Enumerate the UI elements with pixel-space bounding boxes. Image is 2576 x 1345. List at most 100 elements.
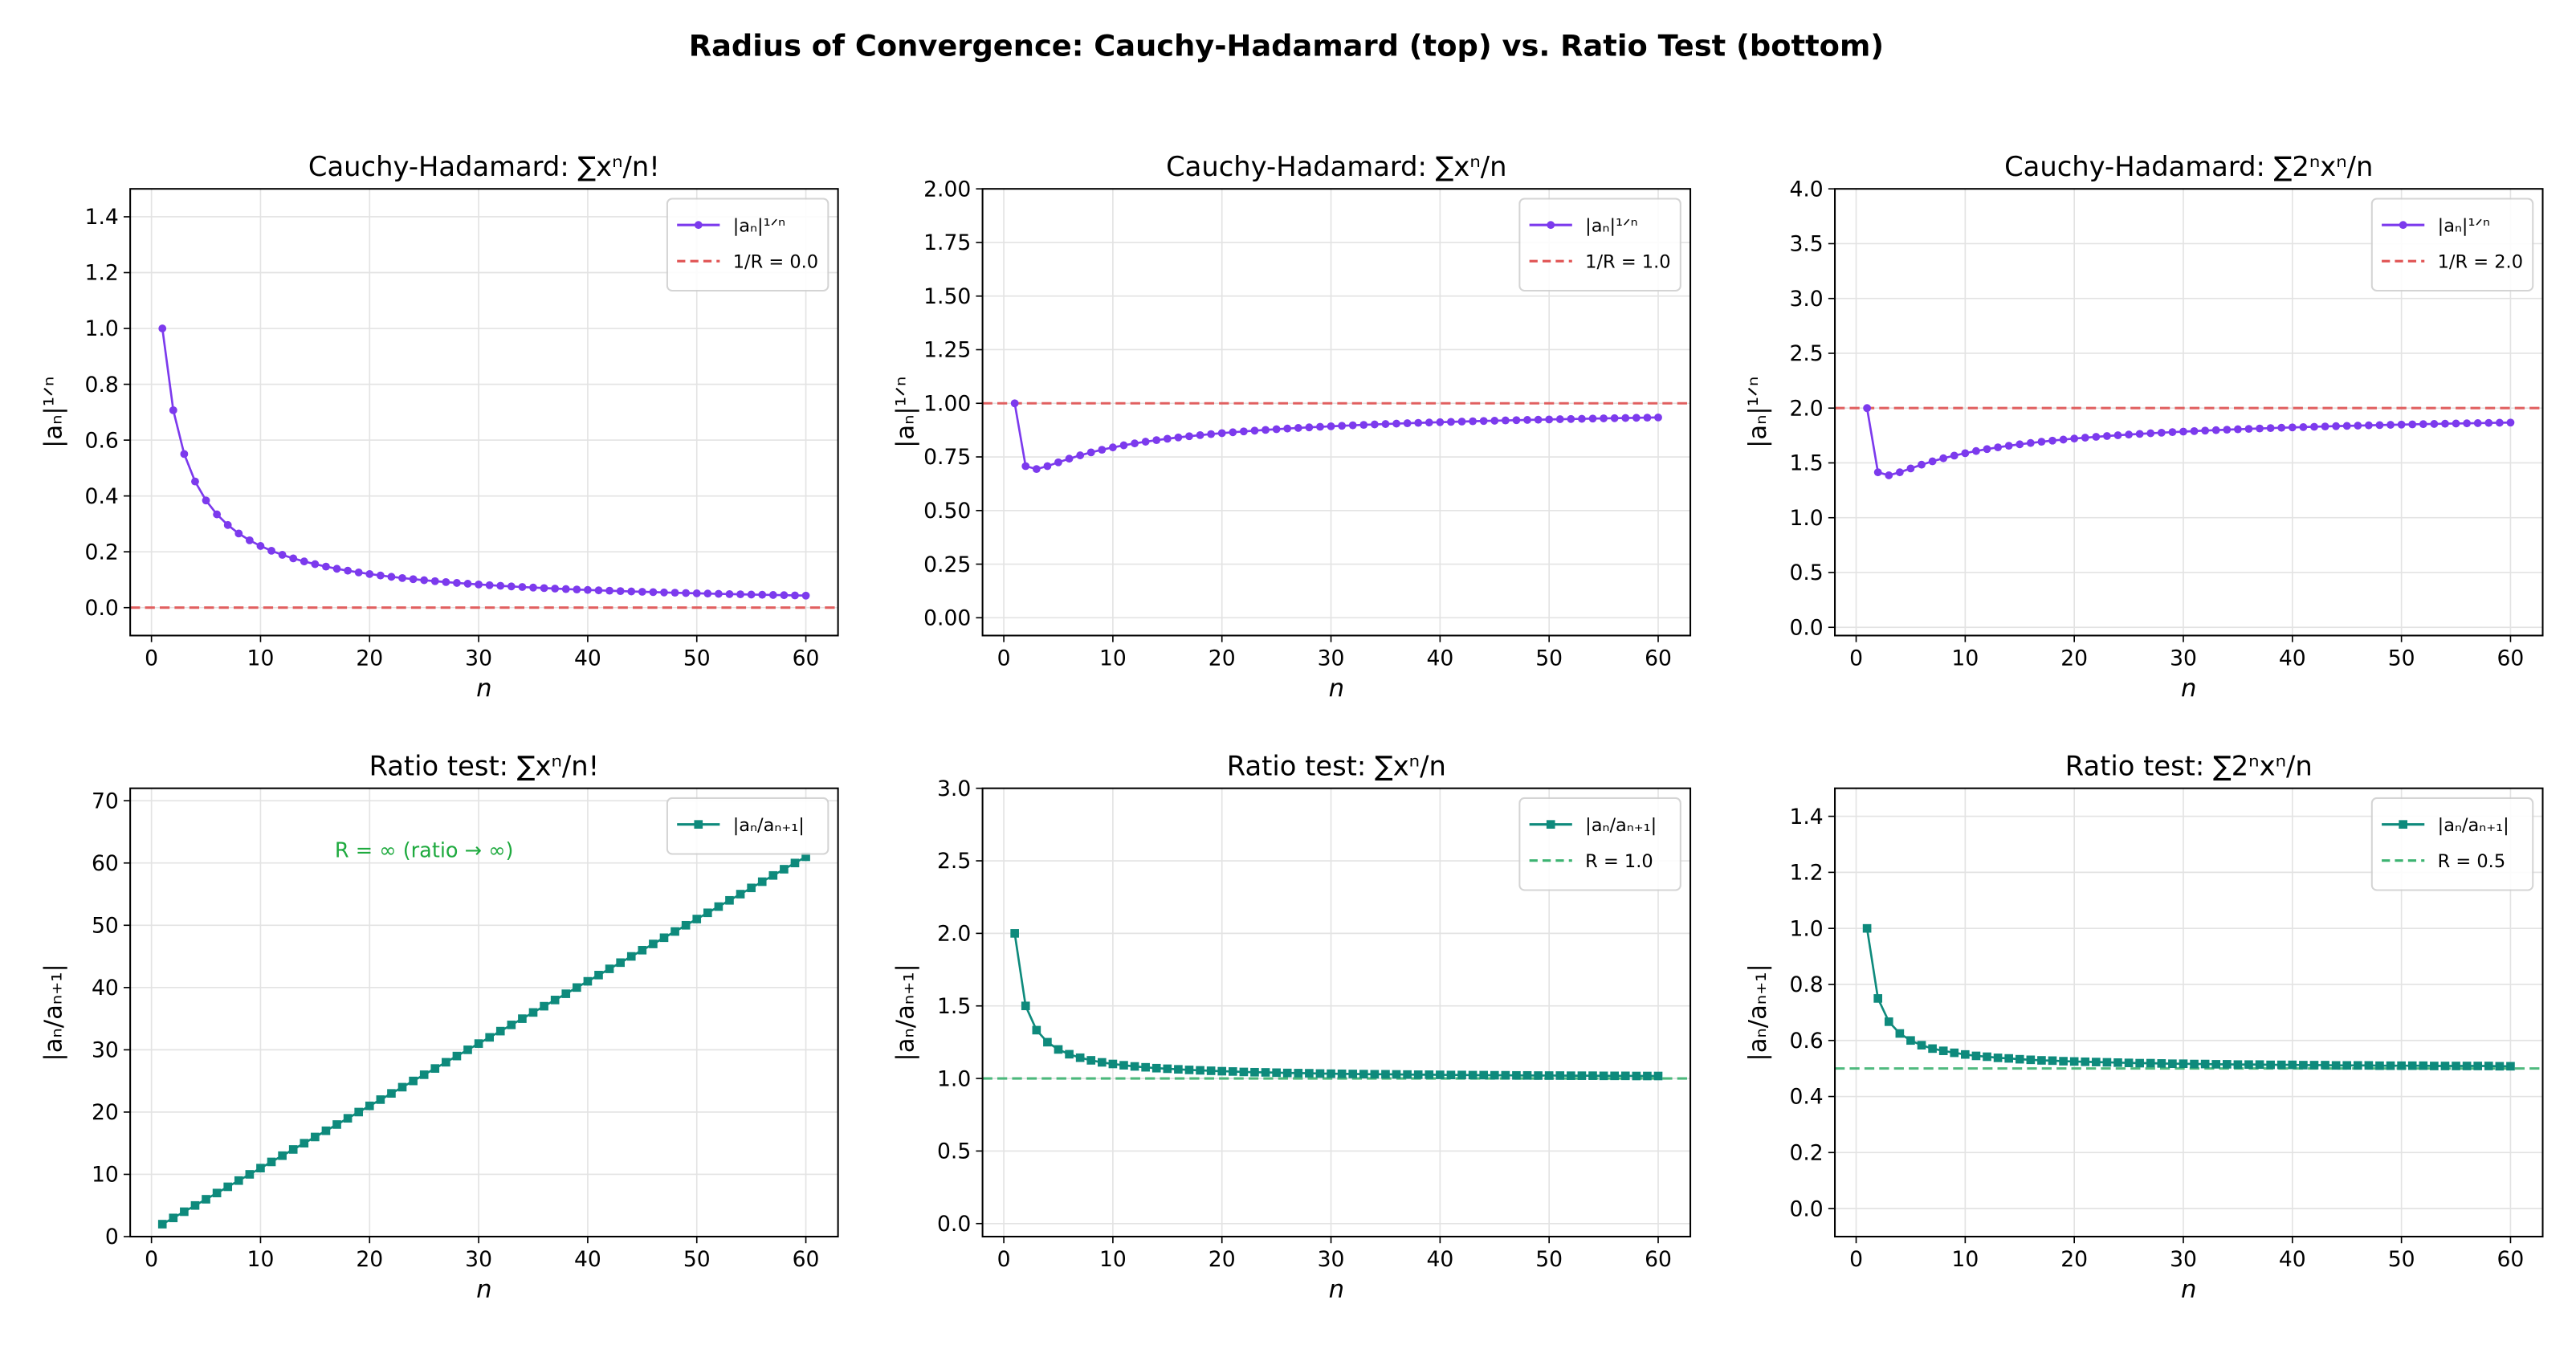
series-line bbox=[1013, 933, 1659, 1078]
data-point bbox=[474, 1039, 483, 1048]
data-point bbox=[1316, 422, 1324, 431]
data-point bbox=[409, 1076, 418, 1086]
data-point bbox=[2222, 1060, 2232, 1069]
data-point bbox=[1151, 1063, 1161, 1073]
axes-frame bbox=[1834, 188, 2544, 637]
data-point bbox=[332, 1120, 341, 1129]
data-point bbox=[1108, 443, 1117, 452]
data-point bbox=[1141, 1062, 1150, 1072]
data-point bbox=[2244, 425, 2253, 434]
data-point bbox=[1971, 1051, 1981, 1061]
data-point bbox=[725, 895, 734, 905]
data-point bbox=[2506, 418, 2515, 427]
data-point bbox=[703, 589, 712, 598]
data-point bbox=[1131, 439, 1139, 448]
y-tick-label: 10 bbox=[92, 1163, 119, 1188]
y-axis-label: |aₙ/aₙ₊₁| bbox=[39, 964, 67, 1061]
data-point bbox=[1032, 465, 1041, 474]
data-point bbox=[1469, 417, 1478, 426]
data-point bbox=[1206, 1066, 1216, 1075]
data-point bbox=[1873, 994, 1883, 1003]
data-point bbox=[430, 577, 439, 585]
data-point bbox=[1381, 1070, 1390, 1079]
data-point bbox=[638, 945, 647, 955]
data-point bbox=[1534, 415, 1543, 424]
data-point bbox=[1174, 1065, 1183, 1074]
data-point bbox=[1939, 454, 1948, 463]
data-point bbox=[495, 1026, 505, 1036]
data-point bbox=[2419, 1061, 2428, 1070]
data-point bbox=[1600, 414, 1608, 422]
data-point bbox=[475, 580, 483, 589]
data-point bbox=[1381, 420, 1390, 428]
legend-box bbox=[1518, 198, 1681, 292]
data-point bbox=[670, 927, 679, 936]
data-point bbox=[387, 1089, 396, 1098]
data-point bbox=[768, 591, 777, 599]
y-tick-label: 30 bbox=[92, 1038, 119, 1063]
data-point bbox=[2016, 440, 2024, 449]
data-point bbox=[2026, 1055, 2036, 1065]
data-point bbox=[1961, 1050, 1970, 1059]
data-point bbox=[223, 1182, 233, 1192]
data-point bbox=[1620, 1071, 1630, 1081]
data-point bbox=[2211, 426, 2220, 434]
data-point bbox=[1054, 458, 1062, 467]
subplot-5: 0 10 20 30 40 50 60 0.0 0.5 1.0 1.5 2.0 2.5 3.0 Ratio … bbox=[892, 750, 1692, 1304]
data-point bbox=[2288, 1060, 2297, 1070]
data-point bbox=[2353, 1061, 2362, 1070]
data-point bbox=[790, 858, 800, 868]
x-tick-label: 50 bbox=[1535, 1247, 1563, 1272]
x-tick-label: 40 bbox=[2279, 646, 2306, 670]
series-line bbox=[161, 328, 806, 597]
data-point bbox=[2048, 1056, 2057, 1066]
y-tick-label: 1.2 bbox=[1789, 861, 1823, 886]
data-point bbox=[256, 1164, 265, 1173]
data-point bbox=[1884, 1017, 1893, 1026]
axes-frame bbox=[981, 188, 1692, 637]
y-tick-label: 0.0 bbox=[937, 1212, 971, 1237]
axes-frame bbox=[1834, 787, 2544, 1238]
data-point bbox=[1425, 1070, 1434, 1079]
data-point bbox=[594, 586, 603, 595]
data-point bbox=[2473, 419, 2482, 427]
y-tick-label: 0.00 bbox=[923, 606, 971, 631]
data-point bbox=[2321, 422, 2329, 431]
data-point bbox=[1555, 415, 1564, 423]
data-point bbox=[540, 584, 548, 593]
subplot-title: Ratio test: ∑xⁿ/n! bbox=[369, 750, 600, 781]
data-point bbox=[300, 557, 308, 566]
x-tick-label: 0 bbox=[997, 1247, 1011, 1272]
y-tick-label: 1.2 bbox=[85, 261, 119, 286]
data-point bbox=[2310, 422, 2318, 431]
data-point bbox=[2223, 426, 2232, 434]
data-point bbox=[2364, 1061, 2374, 1070]
x-axis-label: n bbox=[476, 1276, 491, 1304]
data-point bbox=[1348, 1070, 1358, 1078]
data-point bbox=[452, 1051, 462, 1061]
data-point bbox=[1021, 1001, 1030, 1011]
data-point bbox=[747, 883, 756, 893]
data-point bbox=[594, 971, 603, 980]
data-point bbox=[1588, 1071, 1597, 1080]
data-point bbox=[1207, 430, 1216, 438]
data-point bbox=[2397, 420, 2406, 429]
data-point bbox=[626, 952, 636, 961]
x-tick-label: 10 bbox=[1951, 1247, 1979, 1272]
data-point bbox=[1534, 1071, 1543, 1080]
data-point bbox=[169, 1213, 178, 1223]
data-point bbox=[1119, 441, 1128, 450]
data-point bbox=[289, 554, 298, 563]
data-point bbox=[2081, 434, 2089, 442]
data-point bbox=[2168, 1059, 2177, 1069]
y-tick-label: 50 bbox=[92, 913, 119, 938]
legend-label: |aₙ/aₙ₊₁| bbox=[2438, 815, 2509, 836]
y-axis-label: |aₙ|¹ᐟⁿ bbox=[1744, 377, 1772, 448]
legend-label: |aₙ/aₙ₊₁| bbox=[733, 815, 805, 836]
data-point bbox=[1918, 460, 1926, 469]
legend-marker bbox=[1546, 820, 1555, 829]
data-point bbox=[682, 589, 691, 597]
axes-frame bbox=[129, 188, 839, 637]
y-axis-label: |aₙ/aₙ₊₁| bbox=[1744, 964, 1772, 1061]
